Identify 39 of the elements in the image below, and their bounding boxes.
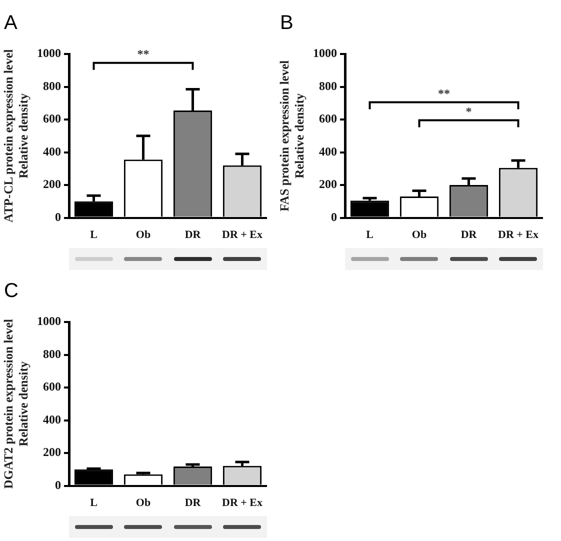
chart-title: C [4, 280, 18, 303]
x-tick-label: Ob [136, 229, 151, 242]
x-tick-label: DR [460, 229, 478, 242]
y-axis-title: FAS protein expression level Relative density [278, 60, 307, 212]
y-tick-label: 1000 [37, 46, 61, 60]
y-tick-label: 800 [43, 346, 61, 361]
y-tick-label: 600 [43, 380, 61, 394]
x-tick-label: L [90, 229, 98, 242]
y-tick-label: 600 [319, 112, 337, 126]
y-tick-label: 200 [319, 177, 337, 192]
x-tick-label: DR + Ex [498, 229, 539, 242]
x-tick-label: L [90, 497, 98, 510]
y-tick-label: 0 [331, 210, 337, 224]
y-tick-label: 0 [55, 478, 61, 492]
x-tick-label: DR [184, 497, 202, 510]
x-tick-label: Ob [136, 497, 151, 510]
annotation: ** [137, 47, 150, 62]
chart-title: B [280, 12, 294, 35]
y-tick-label: 1000 [313, 46, 337, 60]
y-tick-label: 200 [43, 177, 61, 192]
y-tick-label: 0 [55, 210, 61, 224]
y-tick-label: 400 [319, 144, 337, 158]
x-tick-label: L [366, 229, 374, 242]
chart-title: A [4, 12, 18, 35]
y-tick-label: 400 [43, 412, 61, 426]
y-tick-label: 400 [43, 144, 61, 158]
x-tick-label: DR + Ex [222, 497, 263, 510]
y-axis-title: DGAT2 protein expression level Relative density [2, 318, 31, 489]
annotation: * [466, 104, 472, 118]
x-tick-label: Ob [412, 229, 427, 242]
y-tick-label: 800 [319, 78, 337, 93]
y-tick-label: 800 [43, 78, 61, 93]
y-tick-label: 200 [43, 445, 61, 460]
annotation: ** [438, 86, 450, 100]
x-tick-label: DR [184, 229, 202, 242]
y-tick-label: 1000 [37, 314, 61, 328]
x-tick-label: DR + Ex [222, 229, 263, 242]
y-tick-label: 600 [43, 112, 61, 126]
y-axis-title: ATP-CL protein expression level Relative density [2, 48, 31, 223]
